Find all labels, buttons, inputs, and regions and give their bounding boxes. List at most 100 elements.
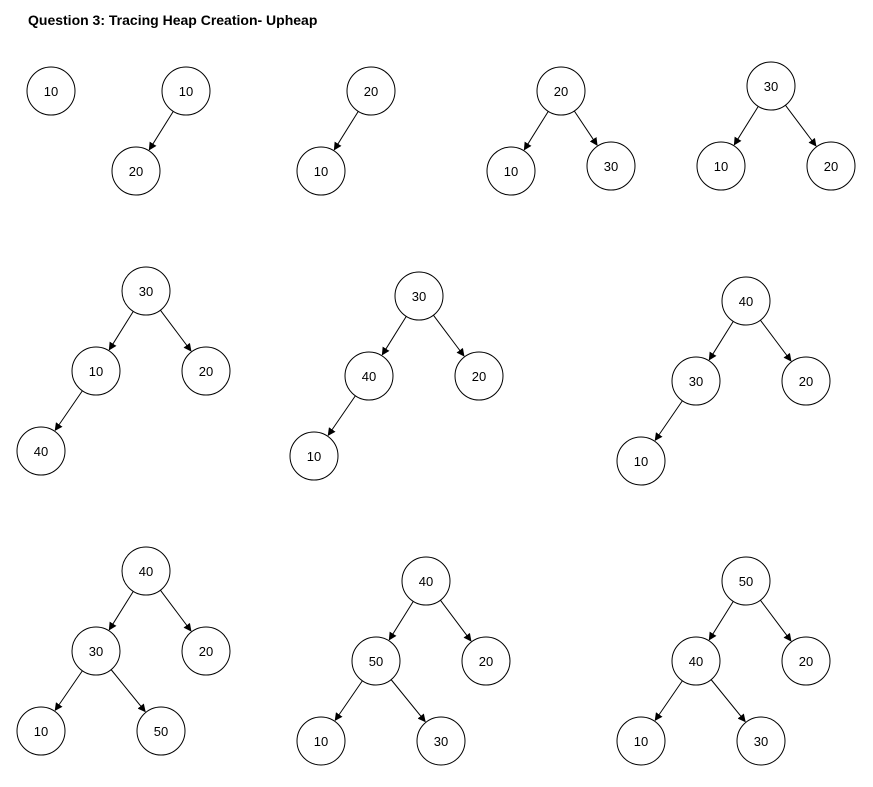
node-label: 30 [434,734,448,749]
node-circle [401,556,451,606]
node-label: 20 [799,374,813,389]
tree-8-edge-2 [760,319,792,362]
heap-tree-1: 10 [26,66,76,116]
node-label: 10 [44,84,58,99]
heap-tree-11: 50 40 20 10 30 [616,556,831,766]
tree-10-node-5: 30 [416,716,466,766]
tree-6-edge-1 [108,311,134,351]
node-label: 40 [419,574,433,589]
node-label: 50 [154,724,168,739]
tree-9-edge-4 [110,669,146,713]
tree-6-node-4: 40 [16,426,66,476]
node-label: 10 [89,364,103,379]
tree-6-node-3: 20 [181,346,231,396]
node-label: 10 [307,449,321,464]
tree-4-node-2: 10 [486,146,536,196]
node-label: 10 [34,724,48,739]
node-circle [289,431,339,481]
node-label: 40 [362,369,376,384]
node-label: 20 [479,654,493,669]
tree-11-node-4: 10 [616,716,666,766]
tree-8-node-4: 10 [616,436,666,486]
node-circle [696,141,746,191]
tree-8-node-3: 20 [781,356,831,406]
tree-3-node-2: 10 [296,146,346,196]
tree-10-node-4: 10 [296,716,346,766]
tree-4-edge-1 [523,111,549,151]
node-circle [71,626,121,676]
node-circle [721,276,771,326]
node-circle [781,636,831,686]
tree-3-node-1: 20 [346,66,396,116]
tree-8-edge-1 [708,321,734,361]
page-title: Question 3: Tracing Heap Creation- Uphea… [28,12,318,28]
heap-tree-7: 30 40 20 10 [289,271,504,481]
node-circle [586,141,636,191]
tree-7-edge-3 [327,395,356,437]
node-label: 20 [199,364,213,379]
node-label: 30 [604,159,618,174]
node-circle [351,636,401,686]
tree-9-node-5: 50 [136,706,186,756]
node-circle [296,716,346,766]
node-circle [671,636,721,686]
node-label: 30 [139,284,153,299]
node-label: 10 [504,164,518,179]
tree-9-edge-3 [54,670,83,712]
node-label: 50 [739,574,753,589]
node-label: 50 [369,654,383,669]
node-circle [806,141,856,191]
node-label: 10 [634,454,648,469]
node-circle [721,556,771,606]
tree-9-node-2: 30 [71,626,121,676]
tree-2-node-1: 10 [161,66,211,116]
node-circle [486,146,536,196]
tree-11-node-5: 30 [736,716,786,766]
tree-6-node-2: 10 [71,346,121,396]
tree-11-edge-1 [708,601,734,641]
node-circle [344,351,394,401]
node-circle [121,546,171,596]
node-label: 10 [179,84,193,99]
node-label: 20 [199,644,213,659]
node-circle [121,266,171,316]
node-circle [616,436,666,486]
tree-10-edge-3 [334,680,363,722]
tree-5-node-3: 20 [806,141,856,191]
tree-11-edge-2 [760,599,792,642]
node-circle [26,66,76,116]
tree-10-edge-2 [439,599,472,642]
node-circle [671,356,721,406]
node-circle [111,146,161,196]
heap-tree-6: 30 10 20 40 [16,266,231,476]
tree-10-node-2: 50 [351,636,401,686]
tree-4-edge-2 [573,110,598,146]
tree-10-node-1: 40 [401,556,451,606]
node-circle [536,66,586,116]
tree-10-node-3: 20 [461,636,511,686]
node-label: 10 [714,159,728,174]
tree-1-node-1: 10 [26,66,76,116]
tree-6-edge-2 [159,309,192,352]
node-label: 20 [472,369,486,384]
node-circle [416,716,466,766]
heap-tree-2: 10 20 [111,66,211,196]
node-circle [71,346,121,396]
tree-9-node-4: 10 [16,706,66,756]
node-circle [136,706,186,756]
node-label: 20 [799,654,813,669]
node-label: 40 [739,294,753,309]
tree-7-node-2: 40 [344,351,394,401]
node-circle [394,271,444,321]
node-circle [16,426,66,476]
tree-6-node-1: 30 [121,266,171,316]
node-circle [296,146,346,196]
tree-11-node-1: 50 [721,556,771,606]
node-circle [181,346,231,396]
tree-8-node-2: 30 [671,356,721,406]
node-circle [736,716,786,766]
tree-2-node-2: 20 [111,146,161,196]
tree-7-node-3: 20 [454,351,504,401]
tree-4-node-1: 20 [536,66,586,116]
tree-5-node-2: 10 [696,141,746,191]
